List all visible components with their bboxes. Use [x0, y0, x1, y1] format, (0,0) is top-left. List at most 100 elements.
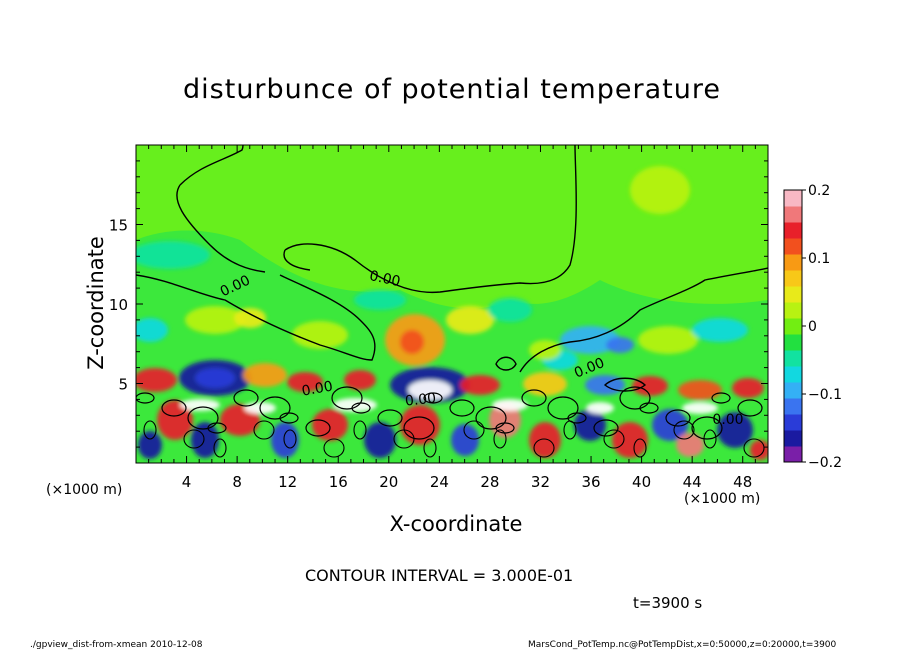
- colorbar-band: [784, 382, 802, 399]
- field-patch: [312, 409, 348, 441]
- x-axis-unit: (×1000 m): [684, 491, 761, 507]
- field-patch: [136, 241, 210, 269]
- x-tick-label: 8: [232, 473, 242, 491]
- colorbar-tick-label: −0.1: [808, 387, 842, 403]
- contour-label: 0.00: [404, 390, 437, 409]
- field-patch: [451, 424, 479, 456]
- contour-ring: [136, 392, 155, 404]
- field-patch: [234, 308, 266, 328]
- field-patch: [732, 378, 764, 398]
- upper-field-region: [136, 145, 768, 309]
- contour-line: [176, 184, 266, 273]
- colorbar-band: [784, 366, 802, 383]
- time-label: t=3900 s: [633, 594, 703, 612]
- contour-ring: [331, 386, 363, 410]
- x-tick-label: 48: [733, 473, 752, 491]
- footer-source: MarsCond_PotTemp.nc@PotTempDist,x=0:5000…: [528, 640, 837, 650]
- contour-ring: [449, 399, 475, 417]
- x-axis-ticks: 4 8 12 16 20 24 28 32 36 40 44 48: [148, 145, 756, 491]
- x-tick-label: 44: [683, 473, 702, 491]
- field-patch: [400, 330, 424, 354]
- contour-ring: [377, 409, 403, 427]
- field-patch: [195, 368, 235, 388]
- contour-ring: [633, 438, 647, 458]
- contour-ring: [423, 438, 437, 458]
- contour-ring: [259, 396, 291, 420]
- footer-command: ./gpview_dist-from-xmean 2010-12-08: [30, 640, 203, 650]
- field-patch: [717, 412, 753, 448]
- colorbar-band: [784, 222, 802, 239]
- contour-ring: [475, 406, 507, 430]
- contour-ring: [183, 429, 205, 449]
- colorbar-tick-label: 0.1: [808, 251, 830, 267]
- x-tick-label: 28: [480, 473, 499, 491]
- field-blobs: [136, 166, 768, 460]
- contour-label: 0.00: [301, 378, 334, 399]
- contour-ring: [463, 420, 485, 440]
- contour-ring: [593, 419, 619, 437]
- field-patch: [136, 318, 168, 342]
- contour-line: [495, 356, 517, 371]
- contour-line: [603, 377, 647, 392]
- contour-interval-text: CONTOUR INTERVAL = 3.000E-01: [305, 566, 574, 585]
- colorbar-band: [784, 414, 802, 431]
- contour-ring: [639, 402, 659, 414]
- y-axis-label: Z-coordinate: [84, 236, 108, 370]
- colorbar-tick-label: 0.2: [808, 183, 830, 199]
- contour-ring: [619, 386, 651, 410]
- field-patch: [612, 422, 648, 458]
- contour-line: [283, 249, 311, 271]
- colorbar-band: [784, 398, 802, 415]
- contour-ring: [737, 399, 763, 417]
- colorbar-band: [784, 302, 802, 319]
- field-patch: [523, 372, 567, 396]
- x-tick-label: 16: [329, 473, 348, 491]
- contour-ring: [353, 420, 367, 440]
- contour-line: [284, 145, 577, 294]
- colorbar-band: [784, 430, 802, 447]
- colorbar-tick-label: 0: [808, 319, 817, 335]
- contour-line: [179, 145, 244, 186]
- colorbar-band: [784, 286, 802, 303]
- contour-ring: [143, 420, 157, 440]
- field-patch: [271, 422, 299, 458]
- colorbar-band: [784, 350, 802, 367]
- x-tick-label: 20: [379, 473, 398, 491]
- contour-ring: [279, 412, 299, 424]
- heatmap-field: [136, 145, 768, 463]
- y-tick-label: 5: [118, 376, 128, 394]
- field-patch: [157, 400, 193, 440]
- field-patch: [586, 402, 614, 414]
- colorbar: 0.2 0.1 0 −0.1 −0.2: [783, 183, 842, 471]
- field-patch: [136, 368, 177, 392]
- field-patch: [606, 337, 634, 353]
- y-tick-label: 15: [109, 217, 128, 235]
- field-patch: [492, 399, 528, 411]
- contour-ring: [423, 392, 443, 404]
- contour-ring: [323, 438, 345, 458]
- field-patch: [243, 363, 287, 387]
- contour-ring: [283, 429, 297, 449]
- contour-ring: [253, 420, 275, 440]
- y-axis-ticks: 5 10 15: [109, 160, 768, 448]
- field-patch: [488, 298, 532, 322]
- field-patch: [652, 409, 688, 441]
- contour-lines: 0.00 0.000.000.000.000.00: [136, 145, 768, 458]
- x-tick-label: 12: [278, 473, 297, 491]
- field-patch: [489, 402, 521, 438]
- contour-ring: [207, 422, 227, 434]
- contour-ring: [305, 419, 331, 437]
- contour-ring: [691, 416, 723, 440]
- contour-ring: [351, 402, 371, 414]
- contour-label: 0.00: [712, 412, 743, 428]
- contour-ring: [563, 420, 577, 440]
- contour-ring: [547, 396, 579, 420]
- x-tick-label: 36: [581, 473, 600, 491]
- field-patch: [287, 372, 323, 392]
- field-patch: [185, 306, 245, 334]
- x-tick-label: 32: [531, 473, 550, 491]
- colorbar-band: [784, 446, 802, 463]
- colorbar-band: [784, 334, 802, 351]
- field-patch: [632, 376, 668, 396]
- x-tick-label: 24: [430, 473, 449, 491]
